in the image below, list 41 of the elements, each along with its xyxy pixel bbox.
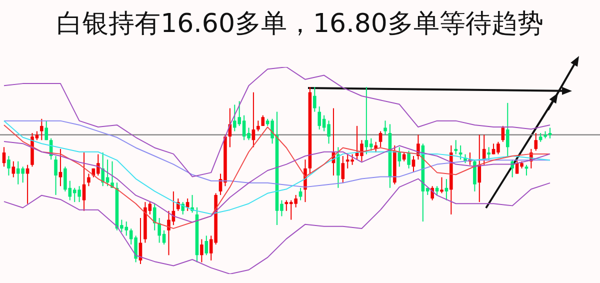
candlestick xyxy=(478,134,482,203)
candlestick xyxy=(58,148,62,187)
candlestick xyxy=(96,154,100,176)
candlestick xyxy=(534,132,538,152)
candlestick xyxy=(336,146,340,188)
candlestick xyxy=(44,120,48,141)
candlestick xyxy=(384,120,387,136)
candlestick xyxy=(256,120,260,132)
candlestick xyxy=(524,164,528,176)
candlestick xyxy=(2,146,6,168)
candlestick xyxy=(82,152,86,212)
candlestick xyxy=(510,159,514,178)
candlestick xyxy=(369,138,373,152)
candlestick xyxy=(204,235,208,256)
candlestick xyxy=(506,102,510,157)
candlestick xyxy=(152,203,156,231)
candlestick xyxy=(440,176,444,194)
candlestick xyxy=(548,127,552,139)
candlestick xyxy=(487,146,490,160)
candlestick xyxy=(318,106,322,130)
candlestick xyxy=(398,146,402,168)
candlestick xyxy=(473,159,476,192)
candlestick xyxy=(454,140,458,155)
candlestick xyxy=(341,156,345,184)
candlestick xyxy=(87,173,90,187)
chart-title: 白银持有16.60多单，16.80多单等待趋势 xyxy=(56,8,544,41)
candlestick xyxy=(261,114,265,126)
candlestick xyxy=(407,150,410,169)
candlestick xyxy=(252,92,256,148)
candlestick xyxy=(7,156,10,176)
candlestick xyxy=(501,125,505,142)
candlestick xyxy=(12,160,16,178)
candlestick xyxy=(412,156,416,172)
candlestick xyxy=(54,156,58,196)
candlestick xyxy=(40,118,44,141)
candlestick xyxy=(378,130,382,148)
candlestick xyxy=(482,134,486,166)
candlestick xyxy=(458,144,462,160)
candlestick xyxy=(430,186,434,201)
candlestick xyxy=(313,86,316,112)
candlestick xyxy=(200,238,204,263)
